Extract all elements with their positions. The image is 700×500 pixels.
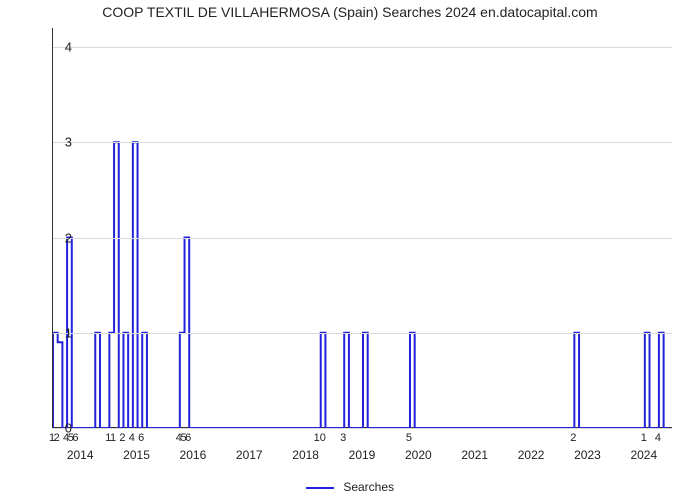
x-minor-label: 1: [110, 432, 116, 444]
legend: Searches: [0, 480, 700, 494]
x-minor-label: 5: [406, 432, 412, 444]
x-minor-label: 4: [129, 432, 135, 444]
chart-container: COOP TEXTIL DE VILLAHERMOSA (Spain) Sear…: [0, 0, 700, 500]
x-minor-label: 2: [570, 432, 576, 444]
line-series: [53, 28, 673, 428]
x-year-label: 2021: [461, 448, 488, 462]
legend-label: Searches: [343, 480, 394, 494]
x-minor-label: 10: [314, 432, 326, 444]
plot-area: [52, 28, 672, 428]
x-minor-label: 2: [54, 432, 60, 444]
gridline: [53, 428, 672, 429]
x-minor-label: 1: [641, 432, 647, 444]
x-year-label: 2020: [405, 448, 432, 462]
gridline: [53, 142, 672, 143]
x-year-label: 2019: [349, 448, 376, 462]
x-minor-label: 6: [138, 432, 144, 444]
x-year-label: 2015: [123, 448, 150, 462]
y-tick-label: 1: [32, 325, 72, 340]
x-year-label: 2024: [630, 448, 657, 462]
x-year-label: 2023: [574, 448, 601, 462]
gridline: [53, 238, 672, 239]
x-year-label: 2022: [518, 448, 545, 462]
y-tick-label: 3: [32, 135, 72, 150]
x-minor-label: 6: [185, 432, 191, 444]
y-tick-label: 4: [32, 40, 72, 55]
y-tick-label: 2: [32, 230, 72, 245]
x-year-label: 2018: [292, 448, 319, 462]
gridline: [53, 333, 672, 334]
x-minor-label: 2: [119, 432, 125, 444]
x-year-label: 2014: [67, 448, 94, 462]
x-minor-label: 4: [655, 432, 661, 444]
x-year-label: 2016: [180, 448, 207, 462]
chart-title: COOP TEXTIL DE VILLAHERMOSA (Spain) Sear…: [0, 4, 700, 20]
x-minor-label: 3: [340, 432, 346, 444]
legend-swatch: [306, 487, 334, 489]
x-year-label: 2017: [236, 448, 263, 462]
x-minor-label: 6: [72, 432, 78, 444]
gridline: [53, 47, 672, 48]
